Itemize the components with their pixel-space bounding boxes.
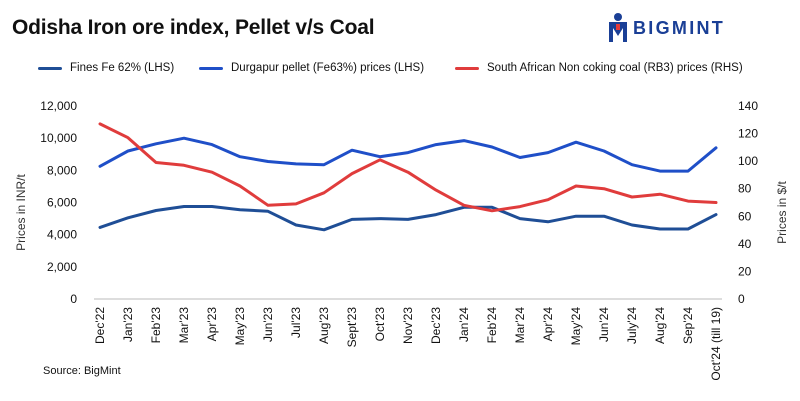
y-left-tick-label: 10,000: [40, 131, 77, 145]
x-tick-label: Dec'22: [93, 307, 107, 344]
legend-swatch-coal: [455, 66, 479, 70]
y-right-tick-label: 120: [738, 127, 758, 141]
y-right-tick-label: 140: [738, 99, 758, 113]
x-tick-label: Oct'23: [373, 307, 387, 342]
legend-swatch-pellet: [199, 66, 223, 70]
x-tick-label: Feb'23: [149, 307, 163, 344]
y-right-tick-label: 80: [738, 182, 752, 196]
legend-label-fines: Fines Fe 62% (LHS): [70, 62, 175, 74]
chart-title: Odisha Iron ore index, Pellet v/s Coal: [12, 16, 375, 39]
y-left-axis-title: Prices in INR/t: [14, 173, 28, 250]
x-tick-label: July'24: [625, 307, 639, 344]
source-note: Source: BigMint: [43, 365, 121, 377]
legend-swatch-fines: [38, 66, 62, 70]
y-left-tick-label: 0: [70, 292, 77, 306]
legend-label-coal: South African Non coking coal (RB3) pric…: [487, 62, 743, 74]
x-tick-label: Feb'24: [485, 307, 499, 344]
x-tick-label: May'24: [569, 307, 583, 346]
y-right-tick-label: 20: [738, 264, 752, 278]
series-line-0: [98, 205, 718, 232]
legend-item-fines: Fines Fe 62% (LHS): [38, 62, 174, 74]
legend-item-pellet: Durgapur pellet (Fe63%) prices (LHS): [199, 62, 424, 74]
y-right-tick-label: 0: [738, 292, 745, 306]
y-left-tick-label: 8,000: [47, 163, 77, 177]
x-tick-label: Oct'24 (till 19): [709, 307, 723, 381]
x-tick-label: Jan'24: [457, 307, 471, 342]
x-tick-label: May'23: [233, 307, 247, 346]
y-left-tick-label: 12,000: [40, 99, 77, 113]
x-tick-label: Jul'23: [289, 307, 303, 338]
x-tick-label: Sept'23: [345, 307, 359, 348]
x-tick-label: Jun'23: [261, 307, 275, 342]
y-left-tick-label: 6,000: [47, 196, 77, 210]
y-left-tick-label: 4,000: [47, 228, 77, 242]
x-tick-label: Aug'24: [653, 307, 667, 344]
bigmint-logo-icon: [609, 13, 627, 42]
x-tick-label: Aug'23: [317, 307, 331, 344]
series-line-1: [98, 136, 718, 173]
x-tick-label: Sep'24: [681, 307, 695, 344]
x-tick-label: Apr'24: [541, 307, 555, 342]
y-left-tick-label: 2,000: [47, 260, 77, 274]
bigmint-logo: BIGMINT: [607, 12, 725, 44]
x-tick-label: Jun'24: [597, 307, 611, 342]
x-tick-label: Apr'23: [205, 307, 219, 342]
legend-label-pellet: Durgapur pellet (Fe63%) prices (LHS): [231, 62, 425, 74]
x-tick-label: Mar'24: [513, 307, 527, 344]
y-right-tick-label: 60: [738, 209, 752, 223]
logo-text: BIGMINT: [633, 17, 726, 38]
legend-item-coal: South African Non coking coal (RB3) pric…: [455, 62, 743, 74]
x-tick-label: Dec'23: [429, 307, 443, 344]
x-tick-label: Nov'23: [401, 307, 415, 344]
x-tick-label: Mar'23: [177, 307, 191, 344]
y-right-tick-label: 40: [738, 237, 752, 251]
y-right-axis-title: Prices in $/t: [775, 180, 789, 243]
series-line-2: [98, 122, 718, 213]
y-right-tick-label: 100: [738, 154, 758, 168]
x-tick-label: Jan'23: [121, 307, 135, 342]
